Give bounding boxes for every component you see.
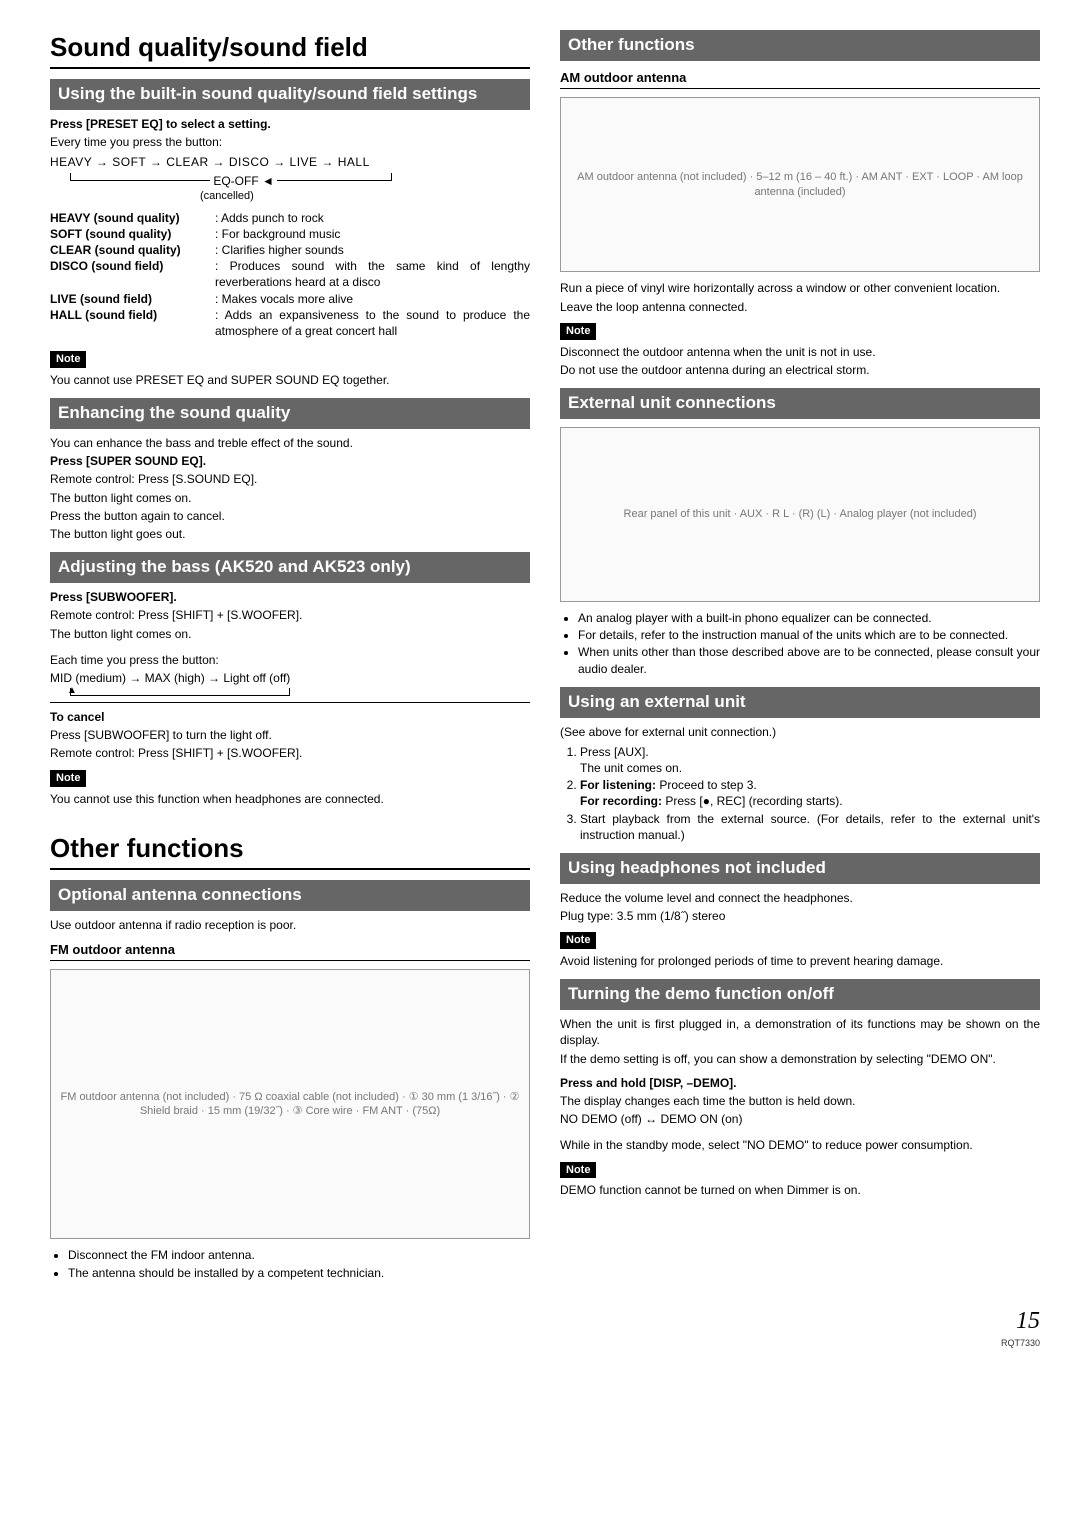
am-text: Leave the loop antenna connected. [560,299,1040,315]
am-antenna-header: AM outdoor antenna [560,69,1040,90]
note-badge: Note [560,1162,596,1179]
note-badge: Note [560,323,596,340]
enhance-line: Remote control: Press [S.SOUND EQ]. [50,471,530,487]
enhance-line: The button light goes out. [50,526,530,542]
list-item: For listening: Proceed to step 3. For re… [580,777,1040,809]
using-ext-intro: (See above for external unit connection.… [560,724,1040,740]
demo-note: DEMO function cannot be turned on when D… [560,1182,1040,1198]
section-using-external: Using an external unit [560,687,1040,718]
page-footer: 15 RQT7330 [50,1305,1040,1350]
page-columns: Sound quality/sound field Using the buil… [50,30,1040,1285]
external-bullets: An analog player with a built-in phono e… [560,610,1040,677]
eq-row-val: : For background music [215,226,530,242]
hp-line: Plug type: 3.5 mm (1/8˝) stereo [560,908,1040,924]
demo-line: When the unit is first plugged in, a dem… [560,1016,1040,1048]
step-text: Proceed to step 3. [656,778,757,792]
list-item: When units other than those described ab… [578,644,1040,676]
enhance-line: The button light comes on. [50,490,530,506]
eq-row-label: DISCO (sound field) [50,258,215,290]
step-label: For recording: [580,794,662,808]
eq-row-label: SOFT (sound quality) [50,226,215,242]
cancel-line: Remote control: Press [SHIFT] + [S.WOOFE… [50,745,530,761]
press-subwoofer: Press [SUBWOOFER]. [50,589,530,605]
list-item: Press [AUX]. The unit comes on. [580,744,1040,776]
eq-row-val: : Produces sound with the same kind of l… [215,258,530,290]
am-note: Disconnect the outdoor antenna when the … [560,344,1040,360]
note-badge: Note [560,932,596,949]
list-item: An analog player with a built-in phono e… [578,610,1040,626]
eq-flow-return: EQ-OFF ◄ (cancelled) [50,173,530,204]
demo-line: NO DEMO (off) ↔ DEMO ON (on) [560,1111,1040,1127]
sub-flow-return: ▲ [70,688,290,696]
section-demo: Turning the demo function on/off [560,979,1040,1010]
section-builtin-settings: Using the built-in sound quality/sound f… [50,79,530,110]
note-badge: Note [50,351,86,368]
optional-intro: Use outdoor antenna if radio reception i… [50,917,530,933]
eq-row-val: : Adds an expansiveness to the sound to … [215,307,530,339]
sub-line: Remote control: Press [SHIFT] + [S.WOOFE… [50,607,530,623]
list-item: The antenna should be installed by a com… [68,1265,530,1281]
sub-each-time: Each time you press the button: [50,652,530,668]
eq-description-table: HEAVY (sound quality): Adds punch to roc… [50,210,530,340]
note-badge: Note [50,770,86,787]
sub-flow: MID (medium) → MAX (high) → Light off (o… [50,670,530,686]
hp-note: Avoid listening for prolonged periods of… [560,953,1040,969]
sub-line: The button light comes on. [50,626,530,642]
demo-line: While in the standby mode, select "NO DE… [560,1137,1040,1153]
list-item: For details, refer to the instruction ma… [578,627,1040,643]
am-text: Run a piece of vinyl wire horizontally a… [560,280,1040,296]
to-cancel-label: To cancel [50,709,530,725]
enhance-intro: You can enhance the bass and treble effe… [50,435,530,451]
external-unit-diagram: Rear panel of this unit · AUX · R L · (R… [560,427,1040,602]
eq-flow-line1: HEAVY → SOFT → CLEAR → DISCO → LIVE → HA… [50,154,530,170]
enhance-line: Press the button again to cancel. [50,508,530,524]
cancel-line: Press [SUBWOOFER] to turn the light off. [50,727,530,743]
demo-line: The display changes each time the button… [560,1093,1040,1109]
heading-sound-quality: Sound quality/sound field [50,30,530,69]
section-external-connections: External unit connections [560,388,1040,419]
fm-antenna-diagram: FM outdoor antenna (not included) · 75 Ω… [50,969,530,1239]
every-time-text: Every time you press the button: [50,134,530,150]
note-preset-text: You cannot use PRESET EQ and SUPER SOUND… [50,372,530,388]
using-ext-steps: Press [AUX]. The unit comes on. For list… [560,744,1040,843]
fm-bullets: Disconnect the FM indoor antenna. The an… [50,1247,530,1280]
eq-cancelled-label: (cancelled) [200,189,530,204]
step-text: Press [●, REC] (recording starts). [662,794,843,808]
demo-line: If the demo setting is off, you can show… [560,1051,1040,1067]
eq-row-val: : Clarifies higher sounds [215,242,530,258]
section-other-functions-cont: Other functions [560,30,1040,61]
step-text: The unit comes on. [580,761,682,775]
section-optional-antenna: Optional antenna connections [50,880,530,911]
right-column: Other functions AM outdoor antenna AM ou… [560,30,1040,1285]
eq-off-label: EQ-OFF ◄ [213,174,274,188]
eq-row-val: : Makes vocals more alive [215,291,530,307]
section-bass: Adjusting the bass (AK520 and AK523 only… [50,552,530,583]
section-headphones: Using headphones not included [560,853,1040,884]
note-headphone: You cannot use this function when headph… [50,791,530,807]
divider [50,702,530,703]
eq-row-label: LIVE (sound field) [50,291,215,307]
heading-other-functions: Other functions [50,831,530,870]
eq-row-label: CLEAR (sound quality) [50,242,215,258]
am-note: Do not use the outdoor antenna during an… [560,362,1040,378]
hp-line: Reduce the volume level and connect the … [560,890,1040,906]
document-code: RQT7330 [50,1337,1040,1349]
eq-row-val: : Adds punch to rock [215,210,530,226]
list-item: Disconnect the FM indoor antenna. [68,1247,530,1263]
press-preset-eq: Press [PRESET EQ] to select a setting. [50,116,530,132]
fm-antenna-header: FM outdoor antenna [50,941,530,962]
eq-row-label: HEAVY (sound quality) [50,210,215,226]
press-disp-demo: Press and hold [DISP, –DEMO]. [560,1075,1040,1091]
list-item: Start playback from the external source.… [580,811,1040,843]
left-column: Sound quality/sound field Using the buil… [50,30,530,1285]
section-enhancing: Enhancing the sound quality [50,398,530,429]
step-text: Press [AUX]. [580,745,649,759]
step-label: For listening: [580,778,656,792]
page-number: 15 [50,1305,1040,1337]
press-super-sound: Press [SUPER SOUND EQ]. [50,453,530,469]
am-antenna-diagram: AM outdoor antenna (not included) · 5–12… [560,97,1040,272]
eq-row-label: HALL (sound field) [50,307,215,339]
